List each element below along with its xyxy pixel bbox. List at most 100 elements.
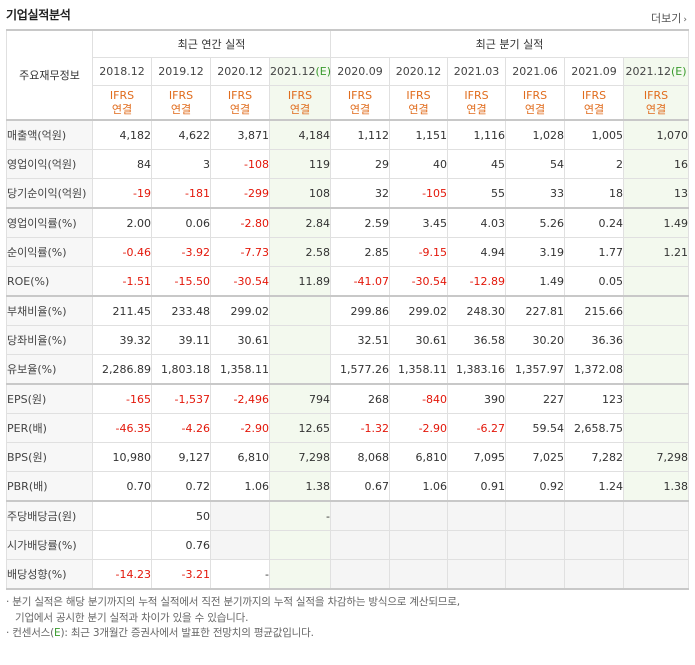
table-cell: -7.73: [210, 237, 270, 267]
table-cell: 7,025: [505, 442, 566, 472]
table-cell: 215.66: [564, 295, 625, 326]
table-cell: -30.54: [210, 266, 270, 297]
table-cell: 227: [505, 383, 566, 414]
table-cell: 3,871: [210, 119, 270, 150]
more-link[interactable]: 더보기 ›: [651, 10, 687, 26]
table-cell: -1.51: [92, 266, 152, 297]
table-cell: 1.77: [564, 237, 625, 267]
table-cell: 7,095: [447, 442, 507, 472]
ifrs-header: IFRS 연결: [92, 85, 152, 121]
table-row: 주당배당금(원) 50 -: [6, 500, 690, 531]
period-header: 2021.03: [447, 57, 507, 86]
table-cell: 32.51: [330, 325, 391, 355]
ifrs-header: IFRS 연결: [268, 85, 332, 121]
table-cell: 1.06: [210, 471, 270, 502]
table-cell: 39.32: [92, 325, 152, 355]
table-cell: 6,810: [210, 442, 270, 472]
table-cell: 2,658.75: [564, 413, 625, 443]
table-cell: 11.89: [268, 266, 332, 297]
table-cell: 4.03: [447, 207, 507, 238]
table-cell: 1,372.08: [564, 354, 625, 385]
table-cell: -1,537: [151, 383, 211, 414]
table-cell: 3.45: [389, 207, 449, 238]
table-cell: [623, 325, 690, 355]
table-row: 매출액(억원) 4,182 4,622 3,871 4,184 1,112 1,151 1,1…: [6, 119, 690, 150]
table-cell: [564, 500, 625, 531]
table-cell: 2.58: [268, 237, 332, 267]
table-cell: -41.07: [330, 266, 391, 297]
table-cell: 1,358.11: [389, 354, 449, 385]
period-header: 2020.12: [210, 57, 270, 86]
table-cell: 9,127: [151, 442, 211, 472]
table-row: PER(배) -46.35 -4.26 -2.90 12.65 -1.32 -2.90 -6.…: [6, 413, 690, 443]
period-header: 2021.12(E): [623, 57, 690, 86]
table-cell: 1.49: [623, 207, 690, 238]
table-cell: -2.90: [210, 413, 270, 443]
ifrs-header: IFRS 연결: [447, 85, 507, 121]
table-cell: 1,070: [623, 119, 690, 150]
chevron-right-icon: ›: [683, 15, 687, 25]
table-cell: 7,298: [268, 442, 332, 472]
table-cell: 0.72: [151, 471, 211, 502]
table-cell: 0.92: [505, 471, 566, 502]
table-cell: 50: [151, 500, 211, 531]
footnotes: · 분기 실적은 해당 분기까지의 누적 실적에서 직전 분기까지의 누적 실적…: [6, 595, 460, 642]
table-cell: 45: [447, 149, 507, 179]
table-row: PBR(배) 0.70 0.72 1.06 1.38 0.67 1.06 0.91 0.92 1.…: [6, 471, 690, 502]
table-cell: 40: [389, 149, 449, 179]
footnote-2-post: ): 최근 3개월간 증권사에서 발표한 전망치의 평균값입니다.: [60, 627, 314, 639]
table-cell: 33: [505, 178, 566, 209]
table-cell: 119: [268, 149, 332, 179]
table-cell: 3: [151, 149, 211, 179]
table-cell: 227.81: [505, 295, 566, 326]
row-label: EPS(원): [6, 383, 93, 414]
table-row: EPS(원) -165 -1,537 -2,496 794 268 -840 390 227 12…: [6, 383, 690, 414]
table-cell: 2: [564, 149, 625, 179]
table-cell: [623, 559, 690, 590]
estimate-mark: (E): [315, 65, 332, 78]
table-row: 영업이익률(%) 2.00 0.06 -2.80 2.84 2.59 3.45 4.03 5.2…: [6, 207, 690, 238]
table-cell: 1,116: [447, 119, 507, 150]
row-label: 시가배당률(%): [6, 530, 93, 560]
table-cell: 123: [564, 383, 625, 414]
period-header: 2018.12: [92, 57, 152, 86]
table-cell: 248.30: [447, 295, 507, 326]
table-cell: 2.85: [330, 237, 391, 267]
table-cell: 7,298: [623, 442, 690, 472]
table-cell: 108: [268, 178, 332, 209]
table-cell: [268, 295, 332, 326]
table-cell: 36.36: [564, 325, 625, 355]
table-cell: -1.32: [330, 413, 391, 443]
table-cell: 54: [505, 149, 566, 179]
row-label: ROE(%): [6, 266, 93, 297]
table-cell: [623, 383, 690, 414]
row-label: BPS(원): [6, 442, 93, 472]
table-cell: [623, 413, 690, 443]
row-label: 영업이익률(%): [6, 207, 93, 238]
table-cell: 7,282: [564, 442, 625, 472]
table-cell: 30.61: [210, 325, 270, 355]
ifrs-header: IFRS 연결: [151, 85, 211, 121]
table-cell: -30.54: [389, 266, 449, 297]
table-cell: -: [210, 559, 270, 590]
table-row: 배당성향(%) -14.23 -3.21-: [6, 559, 690, 590]
row-label: PER(배): [6, 413, 93, 443]
table-cell: 3.19: [505, 237, 566, 267]
table-cell: [268, 530, 332, 560]
table-cell: -0.46: [92, 237, 152, 267]
table-cell: [268, 325, 332, 355]
table-cell: 4,622: [151, 119, 211, 150]
table-cell: -4.26: [151, 413, 211, 443]
table-row: 부채비율(%) 211.45 233.48 299.02 299.86 299.02 248…: [6, 295, 690, 326]
table-cell: -3.21: [151, 559, 211, 590]
row-label: 영업이익(억원): [6, 149, 93, 179]
table-cell: 29: [330, 149, 391, 179]
table-cell: -2.80: [210, 207, 270, 238]
row-label: 당기순이익(억원): [6, 178, 93, 209]
period-header: 2021.09: [564, 57, 625, 86]
table-cell: -46.35: [92, 413, 152, 443]
more-label: 더보기: [651, 12, 682, 25]
table-cell: [389, 559, 449, 590]
table-cell: [623, 530, 690, 560]
table-cell: [623, 266, 690, 297]
